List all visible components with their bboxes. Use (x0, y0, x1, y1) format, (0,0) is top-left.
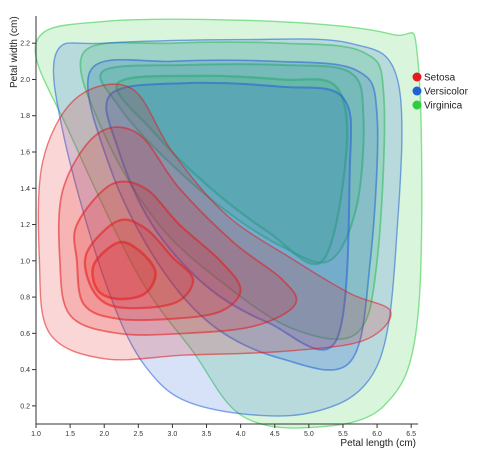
contour-setosa-level-5 (91, 240, 157, 301)
series-virginica (34, 18, 423, 429)
y-tick-label: 0.2 (20, 403, 30, 410)
x-axis-ticks: 1.0 1.5 2.0 2.5 3.0 3.5 4.0 4.5 5.0 5.5 6.0 6.5 (31, 424, 416, 438)
y-tick-label: 2.2 (20, 41, 30, 48)
y-tick-label: 1.2 (20, 222, 30, 229)
x-axis-label: Petal length (cm) (340, 438, 416, 449)
y-axis-label: Petal width (cm) (9, 16, 20, 88)
x-tick-label: 3.0 (168, 431, 178, 438)
contour-setosa-level-4 (83, 218, 195, 310)
x-tick-label: 6.5 (406, 431, 416, 438)
legend-swatch-versicolor (412, 86, 422, 96)
legend-swatch-setosa (412, 72, 422, 82)
contour-layer (34, 18, 423, 429)
y-tick-label: 0.4 (20, 367, 30, 374)
y-tick-label: 1.0 (20, 258, 30, 265)
x-tick-label: 1.5 (65, 431, 75, 438)
contour-setosa-level-2 (57, 126, 298, 336)
legend: Setosa Versicolor Virginica (412, 72, 469, 112)
legend-label-versicolor: Versicolor (424, 87, 469, 98)
contour-virginica-level-3 (99, 63, 365, 264)
x-tick-label: 5.0 (304, 431, 314, 438)
legend-swatch-virginica (412, 100, 422, 110)
contour-virginica-level-1 (34, 18, 423, 429)
contour-virginica-level-2 (79, 41, 386, 341)
x-tick-label: 2.5 (133, 431, 143, 438)
contour-setosa-level-3 (73, 180, 242, 322)
contour-setosa-level-1 (37, 83, 392, 361)
y-tick-label: 1.6 (20, 150, 30, 157)
x-tick-label: 4.5 (270, 431, 280, 438)
y-axis-ticks: 0.2 0.4 0.6 0.8 1.0 1.2 1.4 1.6 1.8 2.0 2.2 (20, 41, 36, 410)
x-tick-label: 5.5 (338, 431, 348, 438)
y-tick-label: 0.8 (20, 295, 30, 302)
contour-virginica-level-4 (115, 74, 349, 266)
series-versicolor (52, 38, 403, 417)
x-tick-label: 2.0 (99, 431, 109, 438)
y-tick-label: 1.4 (20, 186, 30, 193)
series-setosa (37, 83, 392, 361)
x-tick-label: 3.5 (202, 431, 212, 438)
x-tick-label: 4.0 (236, 431, 246, 438)
y-tick-label: 2.0 (20, 77, 30, 84)
x-tick-label: 6.0 (372, 431, 382, 438)
legend-label-virginica: Virginica (424, 101, 463, 112)
x-tick-label: 1.0 (31, 431, 41, 438)
y-tick-label: 0.6 (20, 331, 30, 338)
contour-versicolor-level-1 (52, 38, 403, 417)
axes: 1.0 1.5 2.0 2.5 3.0 3.5 4.0 4.5 5.0 5.5 6.0 6.5 0.2… (9, 16, 418, 449)
contour-versicolor-level-2 (86, 58, 379, 371)
legend-label-setosa: Setosa (424, 73, 456, 84)
y-tick-label: 1.8 (20, 113, 30, 120)
